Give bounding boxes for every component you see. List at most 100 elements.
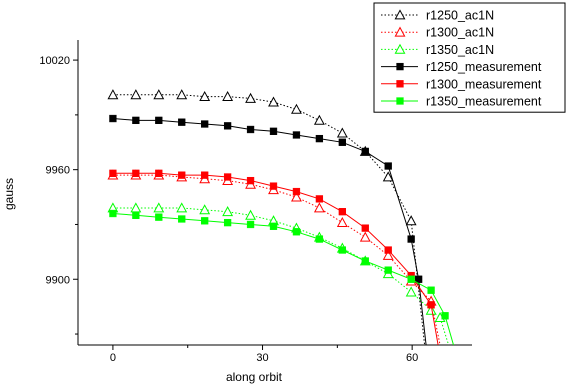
series-r1300-measurement (109, 169, 439, 345)
data-point (292, 187, 301, 196)
data-point (425, 304, 437, 315)
data-point (338, 208, 346, 216)
data-point (384, 162, 392, 170)
data-point (427, 286, 435, 294)
series-line (112, 172, 439, 345)
data-point (199, 204, 211, 215)
data-point (245, 92, 257, 103)
series-r1300-ac1n (107, 169, 441, 345)
data-point (414, 275, 423, 283)
data-point (201, 217, 209, 225)
data-point (246, 220, 255, 229)
axes: 0 30 60 9900 9960 10020 (39, 40, 472, 364)
x-tick-label: 30 (256, 352, 268, 364)
data-point (223, 122, 232, 130)
legend-label: r1250_ac1N (426, 9, 494, 23)
legend-marker (394, 26, 406, 37)
data-point (441, 312, 449, 320)
y-tick-label: 9960 (46, 165, 70, 177)
data-point (176, 202, 188, 213)
legend-marker (396, 97, 404, 105)
data-point (405, 215, 417, 226)
data-point (153, 89, 165, 100)
y-axis-title: gauss (2, 178, 16, 210)
series-r1350-measurement (109, 209, 454, 345)
legend-marker (394, 9, 406, 20)
data-point (382, 249, 394, 260)
data-point (313, 114, 325, 125)
data-point (178, 118, 186, 126)
data-point (361, 147, 369, 156)
data-point (315, 134, 324, 143)
data-point (222, 90, 234, 102)
data-point (291, 103, 302, 114)
data-point (246, 176, 255, 185)
series-line (112, 174, 441, 345)
data-point (359, 231, 371, 242)
legend-label: r1300_measurement (426, 77, 542, 91)
data-point (269, 222, 278, 230)
data-point (336, 216, 348, 228)
data-point (130, 89, 142, 100)
data-point (176, 89, 188, 100)
data-point (245, 209, 257, 220)
data-point (178, 171, 186, 179)
data-point (315, 235, 324, 243)
data-point (132, 169, 140, 177)
data-point (223, 218, 232, 227)
legend-marker (394, 43, 406, 54)
data-point (361, 257, 369, 265)
data-point (201, 120, 209, 128)
data-point (153, 202, 165, 213)
data-point (361, 224, 369, 232)
legend: r1250_ac1N r1300_ac1N r1350_ac1N r1250_meas… (373, 2, 566, 113)
data-point (269, 182, 278, 190)
x-axis-title: along orbit (226, 370, 283, 384)
legend-label: r1350_ac1N (426, 43, 494, 57)
data-point (132, 116, 140, 125)
data-point (292, 131, 301, 139)
data-point (155, 116, 163, 125)
x-tick-label: 60 (406, 352, 418, 364)
series-r1250-measurement (109, 114, 427, 345)
data-point (155, 169, 163, 177)
legend-marker (396, 62, 404, 71)
legend-label: r1300_ac1N (426, 26, 494, 40)
data-point (405, 286, 417, 297)
legend-label: r1250_measurement (426, 60, 542, 74)
data-point (269, 127, 278, 135)
data-point (338, 246, 346, 254)
data-point (384, 246, 392, 254)
data-point (132, 211, 140, 219)
data-point (382, 171, 394, 182)
data-point (292, 228, 301, 236)
data-point (107, 89, 119, 100)
data-point (315, 195, 324, 203)
data-point (199, 90, 211, 102)
data-point (155, 213, 163, 221)
data-point (384, 266, 392, 274)
data-point (407, 235, 415, 243)
data-point (407, 275, 415, 283)
series-layer (107, 89, 454, 345)
data-point (427, 301, 435, 309)
data-point (246, 125, 255, 134)
data-point (336, 127, 348, 138)
data-point (130, 202, 142, 213)
y-tick-label: 9900 (46, 274, 70, 286)
data-point (223, 173, 232, 181)
data-point (178, 215, 186, 223)
data-point (109, 209, 117, 218)
y-tick-label: 10020 (39, 55, 70, 67)
legend-label: r1350_measurement (426, 95, 542, 109)
data-point (222, 206, 234, 217)
legend-marker (396, 80, 404, 88)
data-point (338, 138, 346, 146)
data-point (291, 191, 302, 202)
data-point (201, 171, 209, 179)
data-point (313, 202, 325, 213)
legend-box (373, 2, 566, 113)
data-point (109, 114, 117, 123)
series-line (112, 213, 454, 345)
